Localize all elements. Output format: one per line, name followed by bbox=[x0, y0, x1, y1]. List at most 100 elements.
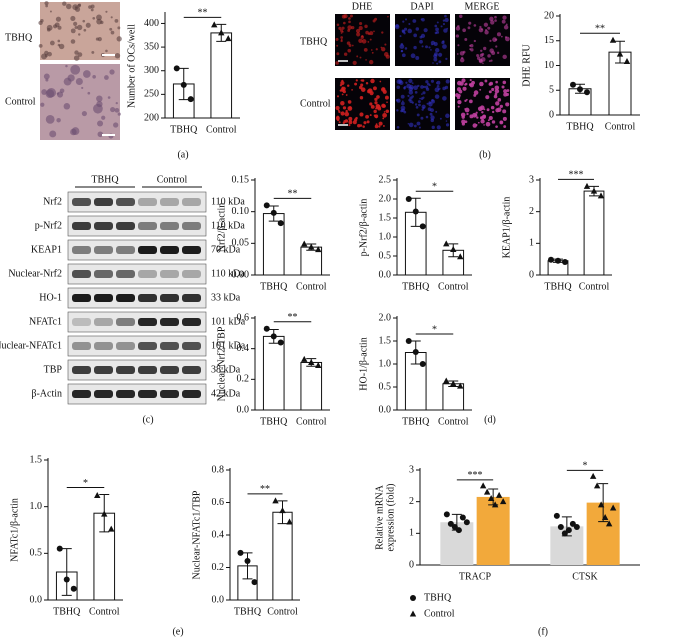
cell bbox=[343, 120, 347, 124]
cell bbox=[473, 24, 477, 27]
cell bbox=[505, 36, 510, 42]
cell bbox=[429, 112, 433, 116]
y-axis-label: Number of OCs/well bbox=[126, 24, 137, 108]
cell bbox=[396, 109, 399, 112]
data-point bbox=[487, 495, 495, 501]
blot-band bbox=[138, 198, 157, 206]
y-tick-label: 1.0 bbox=[379, 231, 392, 242]
blot-band bbox=[116, 198, 135, 206]
bar bbox=[476, 496, 510, 565]
blot-band bbox=[182, 246, 201, 254]
cell bbox=[55, 16, 62, 22]
cell bbox=[348, 44, 352, 48]
cell bbox=[345, 94, 348, 96]
cell bbox=[347, 84, 350, 87]
significance-label: ** bbox=[288, 189, 298, 200]
blot-label: HO-1 bbox=[39, 292, 62, 303]
cell bbox=[457, 94, 461, 98]
cell bbox=[358, 38, 363, 44]
blot-label: Nuclear-Nrf2 bbox=[8, 268, 62, 279]
cell bbox=[347, 48, 352, 53]
cell bbox=[493, 94, 498, 99]
cell bbox=[63, 77, 72, 86]
blot-band bbox=[94, 318, 113, 326]
cell bbox=[373, 30, 375, 33]
blot-band bbox=[116, 222, 135, 230]
data-point bbox=[419, 223, 426, 230]
cell bbox=[73, 55, 80, 61]
significance-label: *** bbox=[468, 470, 483, 481]
cell bbox=[481, 111, 484, 114]
cell bbox=[420, 97, 424, 101]
cell bbox=[501, 19, 506, 24]
cell bbox=[490, 105, 495, 110]
cell bbox=[41, 89, 48, 95]
data-point bbox=[315, 246, 322, 253]
cell bbox=[408, 22, 411, 26]
cell bbox=[56, 92, 59, 95]
cell bbox=[369, 102, 373, 106]
cell bbox=[336, 118, 340, 122]
cell bbox=[70, 39, 76, 44]
cell bbox=[488, 90, 492, 94]
cell bbox=[82, 70, 91, 78]
data-point bbox=[277, 220, 284, 227]
cell bbox=[494, 92, 498, 96]
blot-band bbox=[160, 294, 179, 302]
data-point bbox=[450, 380, 457, 387]
significance-label: ** bbox=[260, 484, 270, 495]
cell bbox=[486, 108, 490, 112]
blot-kda: 70 kDa bbox=[211, 244, 241, 255]
cell bbox=[97, 120, 104, 127]
x-tick-label: Control bbox=[296, 281, 327, 292]
cell bbox=[343, 21, 346, 25]
cell bbox=[439, 117, 442, 120]
y-tick-label: 0.10 bbox=[232, 206, 250, 217]
cell bbox=[430, 118, 435, 123]
cell bbox=[491, 87, 495, 91]
x-tick-label: TBHQ bbox=[544, 281, 572, 292]
data-point bbox=[272, 497, 279, 504]
cell bbox=[421, 45, 424, 48]
cell bbox=[496, 32, 502, 37]
cell bbox=[49, 40, 55, 46]
cell bbox=[484, 79, 488, 83]
cell bbox=[421, 104, 426, 109]
cell bbox=[101, 115, 106, 120]
cell bbox=[40, 102, 45, 107]
cell bbox=[499, 120, 504, 125]
legend-label: Control bbox=[424, 608, 455, 619]
cell bbox=[65, 64, 68, 68]
blot-band bbox=[116, 270, 135, 278]
data-point bbox=[405, 338, 412, 344]
data-point bbox=[590, 187, 598, 194]
cell bbox=[344, 111, 350, 117]
legend-marker bbox=[409, 610, 417, 617]
cell bbox=[479, 81, 484, 87]
cell bbox=[417, 84, 420, 88]
cell bbox=[70, 128, 77, 136]
cell bbox=[74, 50, 79, 55]
blot-band bbox=[72, 246, 91, 254]
cell bbox=[401, 108, 405, 113]
data-point bbox=[597, 501, 605, 508]
cell bbox=[395, 98, 399, 102]
cell bbox=[115, 101, 118, 105]
cell bbox=[375, 48, 378, 51]
cell bbox=[434, 31, 438, 35]
cell bbox=[442, 96, 447, 101]
x-tick-label: Control bbox=[267, 606, 298, 617]
blot-band bbox=[160, 390, 179, 398]
cell bbox=[436, 62, 439, 65]
cell bbox=[411, 101, 414, 104]
blot-strip bbox=[67, 287, 207, 309]
y-tick-label: 0.0 bbox=[237, 404, 250, 415]
cell bbox=[485, 121, 491, 127]
cell bbox=[469, 48, 472, 51]
blot-band bbox=[72, 366, 91, 374]
cell bbox=[456, 53, 459, 55]
cell bbox=[49, 130, 57, 138]
cell bbox=[481, 114, 486, 119]
cell bbox=[425, 87, 430, 91]
